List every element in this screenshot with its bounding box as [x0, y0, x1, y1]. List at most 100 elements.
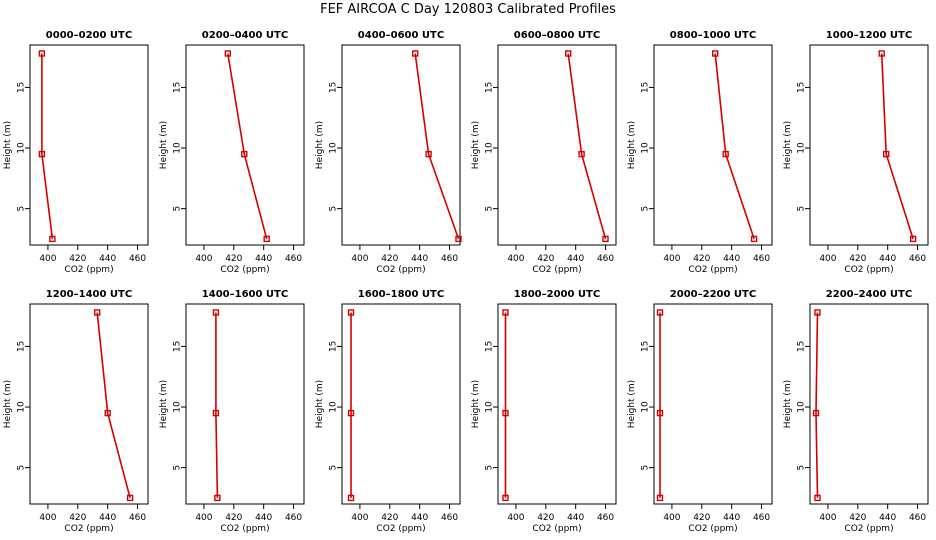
y-tick-label: 10 [797, 142, 807, 154]
x-tick-label: 420 [381, 513, 398, 523]
y-tick-label: 5 [17, 206, 27, 212]
x-tick-label: 440 [255, 513, 272, 523]
x-tick-label: 420 [69, 513, 86, 523]
x-tick-label: 440 [411, 513, 428, 523]
x-tick-label: 400 [195, 254, 212, 264]
data-point [93, 309, 101, 316]
x-tick-label: 440 [255, 254, 272, 264]
chart-panel: 2200–2400 UTC 400 420 440 460 CO2 (ppm) 5 10 15 H… [783, 289, 929, 534]
x-tick-label: 400 [195, 513, 212, 523]
y-tick-label: 5 [485, 206, 495, 212]
data-point [656, 309, 664, 316]
y-tick-label: 10 [17, 142, 27, 154]
chart-panel: 0600–0800 UTC 400 420 440 460 CO2 (ppm) 5 10 15 H… [471, 30, 617, 275]
x-tick-label: 460 [909, 513, 926, 523]
y-tick-label: 10 [797, 401, 807, 413]
x-tick-label: 400 [663, 254, 680, 264]
y-tick-label: 5 [797, 206, 807, 212]
x-tick-label: 460 [753, 513, 770, 523]
x-axis-label: CO2 (ppm) [532, 265, 581, 275]
data-point [126, 494, 134, 502]
y-tick-label: 5 [173, 465, 183, 471]
x-tick-label: 440 [879, 254, 896, 264]
x-axis-label: CO2 (ppm) [844, 524, 893, 534]
data-point [909, 235, 917, 243]
y-tick-label: 5 [329, 206, 339, 212]
y-tick-label: 15 [641, 82, 651, 93]
x-tick-label: 440 [411, 254, 428, 264]
y-axis-label: Height (m) [159, 121, 169, 169]
x-tick-label: 440 [567, 254, 584, 264]
x-tick-label: 420 [381, 254, 398, 264]
y-tick-label: 15 [797, 341, 807, 352]
y-tick-label: 10 [641, 142, 651, 154]
data-point [712, 50, 719, 57]
x-tick-label: 400 [39, 513, 56, 523]
plot-frame [341, 44, 461, 246]
profile-line [880, 53, 914, 240]
y-tick-label: 15 [173, 82, 183, 93]
y-tick-label: 15 [329, 82, 339, 93]
chart-panel: 0800–1000 UTC 400 420 440 460 CO2 (ppm) 5 10 15 H… [627, 30, 773, 275]
x-tick-label: 400 [819, 513, 836, 523]
profile-line [41, 53, 54, 239]
y-tick-label: 5 [641, 465, 651, 471]
x-tick-label: 440 [99, 513, 116, 523]
x-axis-label: CO2 (ppm) [220, 524, 269, 534]
data-point [38, 150, 46, 158]
data-point [750, 235, 758, 243]
profile-line [567, 53, 607, 240]
panel-title: 1000–1200 UTC [826, 30, 912, 41]
x-tick-label: 460 [441, 254, 458, 264]
x-tick-label: 440 [99, 254, 116, 264]
profile-line [215, 312, 219, 498]
panel-title: 2000–2200 UTC [670, 289, 756, 300]
y-tick-label: 15 [797, 82, 807, 93]
data-point [412, 50, 419, 57]
x-tick-label: 420 [537, 513, 554, 523]
plot-frame [185, 44, 305, 246]
x-tick-label: 460 [129, 513, 146, 523]
y-axis-label: Height (m) [471, 380, 481, 428]
y-tick-label: 10 [17, 401, 27, 413]
panel-title: 0600–0800 UTC [514, 30, 600, 41]
data-point [878, 50, 885, 57]
y-tick-label: 10 [173, 142, 183, 154]
x-axis-label: CO2 (ppm) [376, 524, 425, 534]
y-tick-label: 10 [641, 401, 651, 413]
y-tick-label: 5 [173, 206, 183, 212]
y-tick-label: 10 [329, 142, 339, 154]
y-axis-label: Height (m) [627, 380, 637, 428]
y-tick-label: 5 [797, 465, 807, 471]
x-tick-label: 440 [723, 513, 740, 523]
y-tick-label: 5 [485, 465, 495, 471]
panel-title: 2200–2400 UTC [826, 289, 912, 300]
data-point [425, 150, 432, 158]
x-tick-label: 460 [285, 254, 302, 264]
x-tick-label: 420 [225, 254, 242, 264]
data-point [656, 494, 664, 502]
y-axis-label: Height (m) [315, 121, 325, 169]
x-axis-label: CO2 (ppm) [220, 265, 269, 275]
x-tick-label: 400 [663, 513, 680, 523]
chart-panel: 1000–1200 UTC 400 420 440 460 CO2 (ppm) 5 10 15 H… [783, 30, 929, 275]
data-point [502, 494, 509, 502]
data-point [212, 309, 220, 316]
panel-title: 0000–0200 UTC [46, 30, 132, 41]
y-tick-label: 10 [485, 142, 495, 154]
x-tick-label: 420 [849, 254, 866, 264]
y-axis-label: Height (m) [471, 121, 481, 169]
plot-frame [653, 44, 773, 246]
data-point [347, 494, 355, 502]
plot-frame [29, 44, 149, 246]
data-point [883, 150, 890, 158]
panel-title: 1800–2000 UTC [514, 289, 600, 300]
y-tick-label: 5 [17, 465, 27, 471]
x-tick-label: 420 [225, 513, 242, 523]
profile-line [96, 312, 131, 499]
x-axis-label: CO2 (ppm) [688, 265, 737, 275]
y-axis-label: Height (m) [159, 380, 169, 428]
chart-panel: 1800–2000 UTC 400 420 440 460 CO2 (ppm) 5 10 15 H… [471, 289, 617, 534]
chart-panel: 1200–1400 UTC 400 420 440 460 CO2 (ppm) 5 10 15 H… [3, 289, 149, 534]
